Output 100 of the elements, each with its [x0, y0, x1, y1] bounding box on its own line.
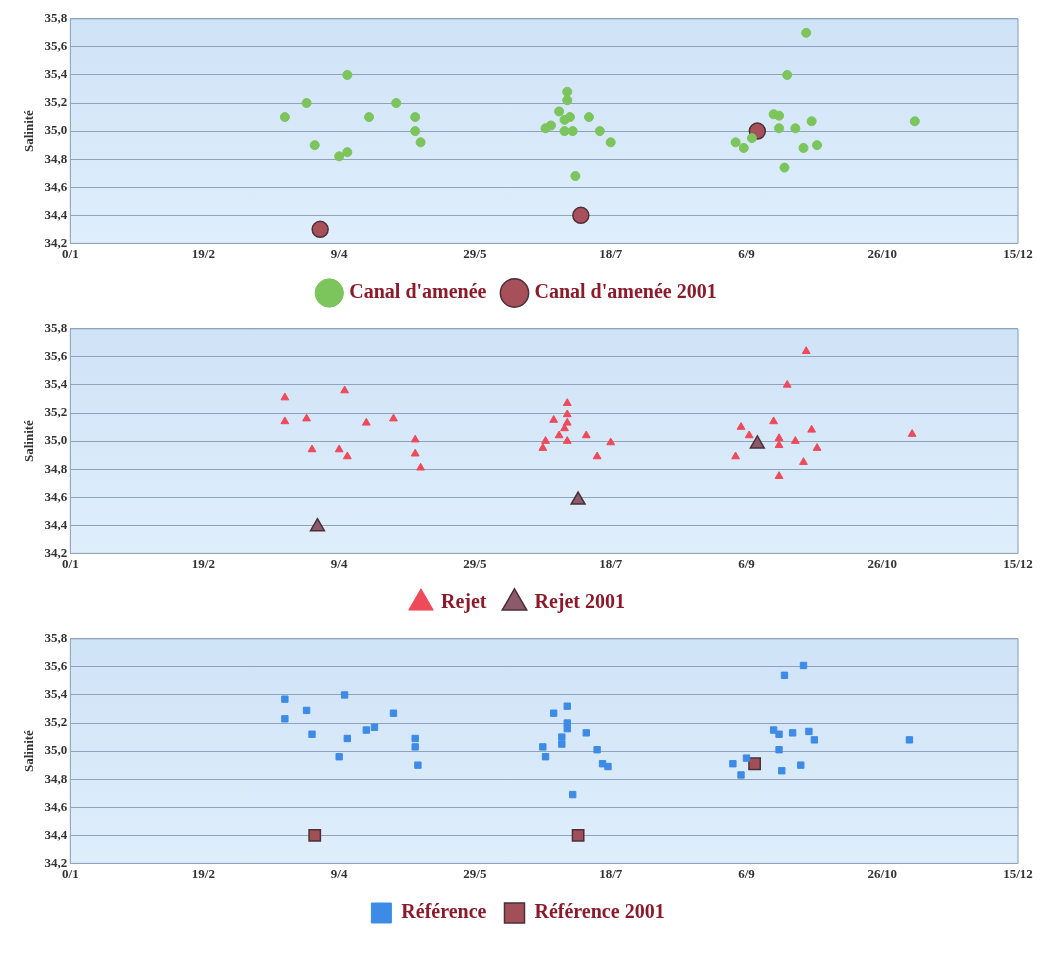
point: [778, 767, 786, 775]
point: [342, 451, 352, 460]
legend-label: Rejet 2001: [534, 590, 626, 614]
point: [538, 443, 548, 451]
y-tick-label: 35,2: [44, 94, 68, 110]
y-tick-label: 35,0: [44, 742, 68, 758]
y-tick-label: 34,6: [44, 488, 68, 504]
x-tick-label: 6/9: [738, 245, 756, 261]
x-tick-label: 9/4: [330, 865, 348, 881]
point: [774, 123, 785, 134]
point: [416, 462, 426, 471]
point: [571, 828, 585, 842]
point: [570, 491, 586, 505]
y-tick-label: 35,4: [44, 376, 68, 392]
point: [334, 151, 345, 162]
x-tick-label: 18/7: [599, 245, 623, 261]
y-tick-label: 34,2: [44, 544, 68, 560]
y-tick-label: 35,2: [44, 404, 68, 420]
y-axis-title: Salinité: [21, 109, 37, 153]
x-tick-label: 9/4: [330, 245, 348, 261]
x-tick-label: 29/5: [463, 245, 487, 261]
point: [335, 753, 343, 761]
point: [748, 757, 762, 771]
point: [790, 436, 800, 444]
point: [797, 761, 805, 769]
point: [592, 451, 602, 460]
point: [780, 671, 789, 679]
point: [812, 443, 822, 451]
point: [362, 726, 370, 734]
point: [410, 112, 421, 123]
legend-label: Référence: [401, 900, 487, 923]
point: [562, 409, 572, 418]
point: [549, 415, 559, 423]
point: [554, 106, 565, 117]
x-tick-label: 15/12: [1003, 865, 1033, 881]
point: [594, 126, 605, 137]
point: [311, 220, 329, 239]
point: [370, 723, 379, 731]
point: [807, 424, 817, 433]
point: [746, 133, 757, 144]
x-tick-label: 26/10: [867, 555, 898, 571]
point: [730, 137, 741, 148]
point: [342, 69, 353, 80]
point: [563, 702, 571, 710]
x-tick-label: 26/10: [867, 865, 898, 881]
point: [281, 715, 289, 723]
y-tick-label: 34,4: [44, 516, 68, 532]
point: [604, 762, 612, 771]
point: [563, 719, 571, 727]
legend-label: Référence 2001: [534, 900, 665, 923]
point: [562, 417, 572, 426]
y-tick-label: 35,8: [44, 10, 68, 26]
x-tick-label: 29/5: [463, 865, 487, 881]
y-axis-title: Salinité: [21, 729, 37, 773]
point: [593, 746, 601, 754]
point: [742, 754, 751, 762]
x-tick-label: 6/9: [738, 555, 756, 571]
point: [738, 142, 749, 153]
point: [562, 95, 573, 106]
y-tick-label: 34,2: [44, 234, 68, 250]
point: [389, 413, 398, 422]
point: [774, 440, 784, 449]
y-tick-label: 34,6: [44, 798, 68, 814]
x-tick-label: 9/4: [330, 555, 348, 571]
point: [302, 413, 311, 422]
x-tick-label: 18/7: [599, 555, 623, 571]
point: [309, 140, 320, 151]
point: [550, 709, 558, 717]
y-tick-label: 35,6: [44, 38, 68, 54]
point: [798, 142, 809, 153]
x-tick-label: 15/12: [1003, 245, 1033, 261]
point: [782, 379, 792, 388]
point: [562, 436, 572, 444]
point: [558, 733, 566, 741]
y-tick-label: 35,0: [44, 432, 68, 448]
point: [749, 435, 766, 449]
x-tick-label: 6/9: [738, 865, 756, 881]
point: [605, 137, 616, 148]
point: [572, 206, 590, 225]
point: [562, 86, 573, 97]
y-tick-label: 35,6: [44, 658, 68, 674]
point: [410, 434, 420, 443]
point: [812, 140, 823, 151]
point: [737, 771, 745, 779]
point: [769, 416, 779, 425]
point: [775, 746, 783, 754]
x-tick-label: 19/2: [191, 245, 215, 261]
point: [411, 734, 419, 743]
point: [736, 422, 746, 430]
point: [391, 98, 402, 109]
point: [782, 69, 793, 80]
point: [280, 416, 290, 425]
point: [563, 724, 571, 733]
point: [570, 171, 581, 182]
point: [801, 27, 812, 38]
point: [731, 451, 740, 460]
y-tick-label: 34,8: [44, 460, 68, 476]
point: [774, 433, 784, 442]
legend-label: Canal d'amenée: [349, 280, 487, 303]
point: [810, 736, 819, 744]
